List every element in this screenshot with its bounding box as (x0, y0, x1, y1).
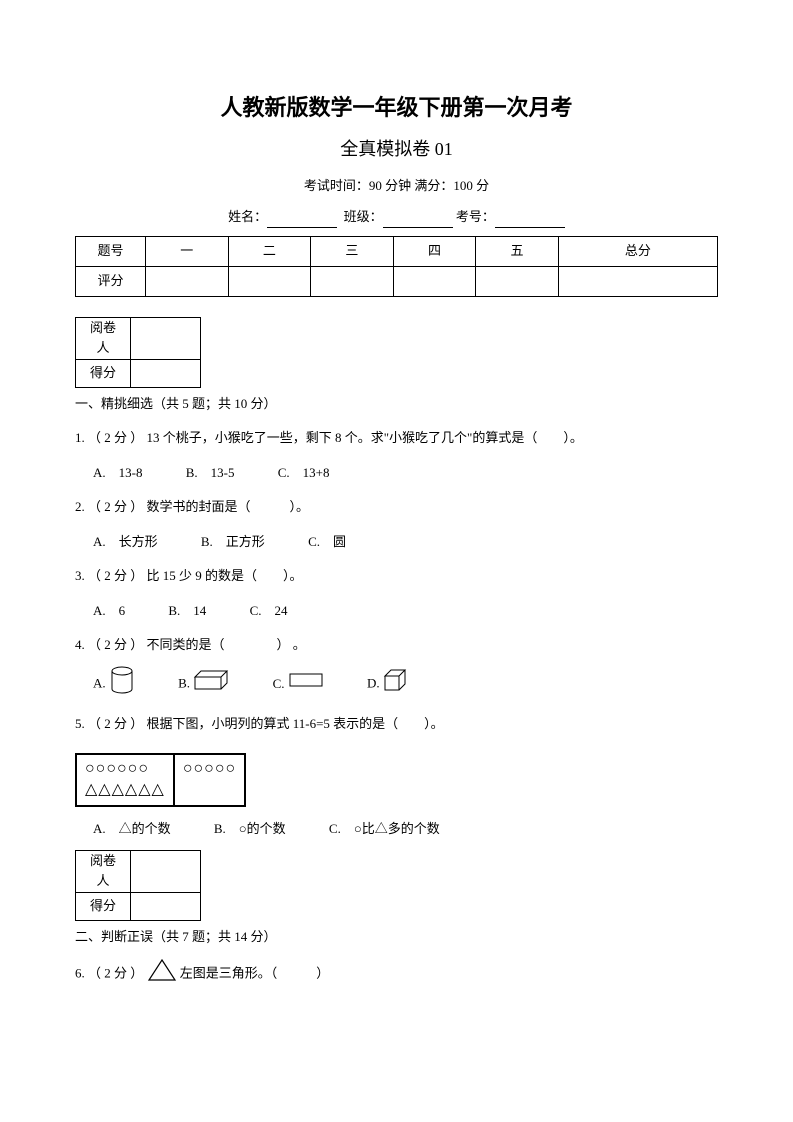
cuboid-icon (193, 669, 229, 700)
q5-options: A. △的个数 B. ○的个数 C. ○比△多的个数 (75, 815, 718, 842)
q5-optB: B. ○的个数 (214, 816, 286, 842)
td-blank (131, 850, 201, 893)
th-2: 二 (228, 236, 311, 266)
td-blank (131, 317, 201, 360)
q2-optB: B. 正方形 (201, 529, 265, 555)
th-4: 四 (393, 236, 476, 266)
id-label: 考号： (456, 209, 495, 224)
q2-text: 2. （ 2 分 ） 数学书的封面是（ ）。 (75, 494, 718, 520)
table-row: 题号 一 二 三 四 五 总分 (76, 236, 718, 266)
td-blank (393, 266, 476, 296)
q5-left-cell: ○○○○○○ △△△△△△ (77, 755, 173, 805)
q4-optC: C. (273, 671, 324, 699)
grader-table-2: 阅卷人 得分 (75, 850, 201, 922)
q2-optA: A. 长方形 (93, 529, 158, 555)
section1-title: 一、精挑细选（共 5 题；共 10 分） (75, 394, 718, 415)
q6-text: 6. （ 2 分 ） 左图是三角形。（ ） (75, 958, 718, 991)
student-info-row: 姓名： 班级： 考号： (75, 207, 718, 228)
td-score-label: 评分 (76, 266, 146, 296)
class-blank (383, 214, 453, 228)
th-5: 五 (476, 236, 559, 266)
table-row: 阅卷人 (76, 317, 201, 360)
q3-optB: B. 14 (168, 598, 206, 624)
q1-optC: C. 13+8 (278, 460, 330, 486)
q4-optD-label: D. (367, 676, 380, 691)
q2-optC: C. 圆 (308, 529, 346, 555)
q4-options: A. B. C. D. (75, 666, 718, 703)
td-blank (558, 266, 717, 296)
th-1: 一 (146, 236, 229, 266)
q4-optD: D. (367, 668, 407, 701)
q1-optB: B. 13-5 (186, 460, 235, 486)
td-score: 得分 (76, 893, 131, 921)
grader-table-1: 阅卷人 得分 (75, 317, 201, 389)
q5-triangles: △△△△△△ (85, 780, 165, 801)
triangle-icon (147, 958, 177, 991)
name-label: 姓名： (228, 209, 267, 224)
q3-optA: A. 6 (93, 598, 125, 624)
q6-prefix: 6. （ 2 分 ） (75, 966, 147, 981)
q4-optA: A. (93, 666, 135, 703)
q5-circles-left: ○○○○○○ (85, 759, 165, 780)
th-total: 总分 (558, 236, 717, 266)
td-blank (311, 266, 394, 296)
q3-options: A. 6 B. 14 C. 24 (75, 597, 718, 624)
sub-title: 全真模拟卷 01 (75, 135, 718, 164)
q2-options: A. 长方形 B. 正方形 C. 圆 (75, 528, 718, 555)
td-grader: 阅卷人 (76, 850, 131, 893)
td-score: 得分 (76, 360, 131, 388)
td-blank (228, 266, 311, 296)
q5-right-cell: ○○○○○ (173, 755, 244, 805)
q5-optA: A. △的个数 (93, 816, 171, 842)
name-blank (267, 214, 337, 228)
q1-optA: A. 13-8 (93, 460, 142, 486)
q3-text: 3. （ 2 分 ） 比 15 少 9 的数是（ ）。 (75, 563, 718, 589)
q1-text: 1. （ 2 分 ） 13 个桃子，小猴吃了一些，剩下 8 个。求"小猴吃了几个… (75, 425, 718, 451)
score-table: 题号 一 二 三 四 五 总分 评分 (75, 236, 718, 297)
table-row: 得分 (76, 893, 201, 921)
q6-suffix: 左图是三角形。（ ） (180, 966, 330, 981)
table-row: 阅卷人 (76, 850, 201, 893)
section2-title: 二、判断正误（共 7 题；共 14 分） (75, 927, 718, 948)
q5-circles-right: ○○○○○ (183, 759, 236, 780)
td-blank (146, 266, 229, 296)
q4-optC-label: C. (273, 676, 285, 691)
id-blank (495, 214, 565, 228)
q5-text: 5. （ 2 分 ） 根据下图，小明列的算式 11-6=5 表示的是（ ）。 (75, 711, 718, 737)
exam-info: 考试时间：90 分钟 满分：100 分 (75, 176, 718, 197)
q4-optB: B. (178, 669, 229, 700)
main-title: 人教新版数学一年级下册第一次月考 (75, 90, 718, 125)
td-blank (476, 266, 559, 296)
table-row: 得分 (76, 360, 201, 388)
q3-optC: C. 24 (250, 598, 288, 624)
td-blank (131, 360, 201, 388)
td-grader: 阅卷人 (76, 317, 131, 360)
table-row: 评分 (76, 266, 718, 296)
td-blank (131, 893, 201, 921)
th-3: 三 (311, 236, 394, 266)
q4-optB-label: B. (178, 676, 190, 691)
class-label: 班级： (344, 209, 383, 224)
q5-diagram: ○○○○○○ △△△△△△ ○○○○○ (75, 745, 718, 815)
rectangle-icon (288, 671, 324, 698)
cylinder-icon (109, 666, 135, 703)
q1-options: A. 13-8 B. 13-5 C. 13+8 (75, 459, 718, 486)
cube-icon (383, 668, 407, 701)
q4-optA-label: A. (93, 676, 106, 691)
th-num: 题号 (76, 236, 146, 266)
q5-optC: C. ○比△多的个数 (329, 816, 440, 842)
q4-text: 4. （ 2 分 ） 不同类的是（ ） 。 (75, 632, 718, 658)
